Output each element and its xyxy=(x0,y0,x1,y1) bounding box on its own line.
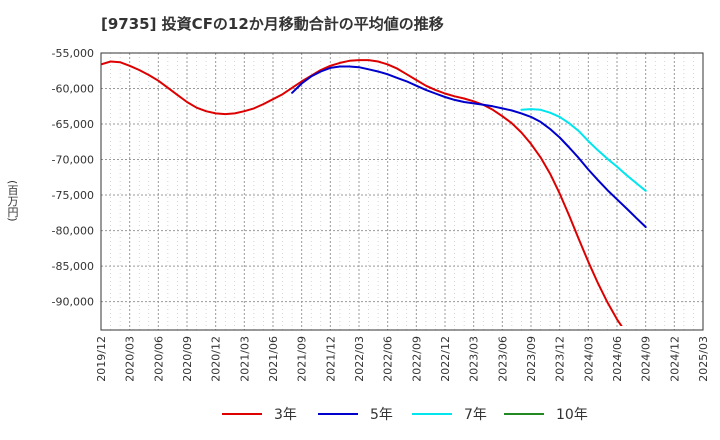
x-tick-label: 2024/09 xyxy=(640,336,653,382)
legend: 3年 5年 7年 10年 xyxy=(0,400,720,430)
x-tick-label: 2022/09 xyxy=(410,336,423,382)
chart-title: [9735] 投資CFの12か月移動合計の平均値の推移 xyxy=(101,15,444,33)
legend-item: 10年 xyxy=(504,404,588,424)
x-tick-label: 2022/06 xyxy=(382,336,395,382)
x-tick-label: 2023/12 xyxy=(554,336,567,382)
y-tick-label: -80,000 xyxy=(52,225,94,238)
x-tick-label: 2020/03 xyxy=(124,336,137,382)
x-tick-label: 2021/09 xyxy=(296,336,309,382)
x-tick-label: 2023/03 xyxy=(468,336,481,382)
x-tick-label: 2023/09 xyxy=(525,336,538,382)
legend-label: 10年 xyxy=(556,407,588,423)
series-line-3年 xyxy=(101,59,623,326)
legend-label: 7年 xyxy=(464,407,487,423)
legend-item: 3年 xyxy=(222,404,297,424)
y-tick-label: -75,000 xyxy=(52,189,94,202)
x-tick-label: 2020/12 xyxy=(210,336,223,382)
plot-frame xyxy=(100,52,704,331)
y-tick-label: -70,000 xyxy=(52,154,94,167)
x-tick-label: 2019/12 xyxy=(95,336,108,382)
x-tick-label: 2024/03 xyxy=(582,336,595,382)
x-tick-label: 2020/06 xyxy=(152,336,165,382)
y-tick-label: -90,000 xyxy=(52,296,94,309)
legend-label: 3年 xyxy=(274,407,297,423)
x-tick-label: 2022/12 xyxy=(439,336,452,382)
x-tick-label: 2021/03 xyxy=(238,336,251,382)
y-tick-label: -55,000 xyxy=(52,47,94,60)
x-tick-label: 2021/12 xyxy=(324,336,337,382)
legend-item: 7年 xyxy=(412,404,487,424)
y-tick-label: -85,000 xyxy=(52,260,94,273)
x-tick-label: 2024/12 xyxy=(668,336,681,382)
series-line-7年 xyxy=(520,108,647,192)
legend-swatch xyxy=(318,413,358,415)
x-tick-label: 2021/06 xyxy=(267,336,280,382)
legend-swatch xyxy=(412,413,452,415)
legend-item: 5年 xyxy=(318,404,393,424)
x-tick-label: 2023/06 xyxy=(496,336,509,382)
x-tick-label: 2024/06 xyxy=(611,336,624,382)
x-tick-label: 2025/03 xyxy=(697,336,710,382)
chart-canvas: -55,000 -60,000 -65,000 -70,000 -75,000 -80,0… xyxy=(52,47,710,382)
legend-swatch xyxy=(222,413,262,415)
x-tick-label: 2020/09 xyxy=(181,336,194,382)
legend-swatch xyxy=(504,413,544,415)
x-tick-label: 2022/03 xyxy=(353,336,366,382)
plot-area xyxy=(101,53,703,330)
series-line-5年 xyxy=(291,65,647,228)
y-tick-label: -65,000 xyxy=(52,118,94,131)
legend-label: 5年 xyxy=(370,407,393,423)
y-tick-label: -60,000 xyxy=(52,83,94,96)
y-axis-unit-label: (百万円) xyxy=(6,180,19,222)
